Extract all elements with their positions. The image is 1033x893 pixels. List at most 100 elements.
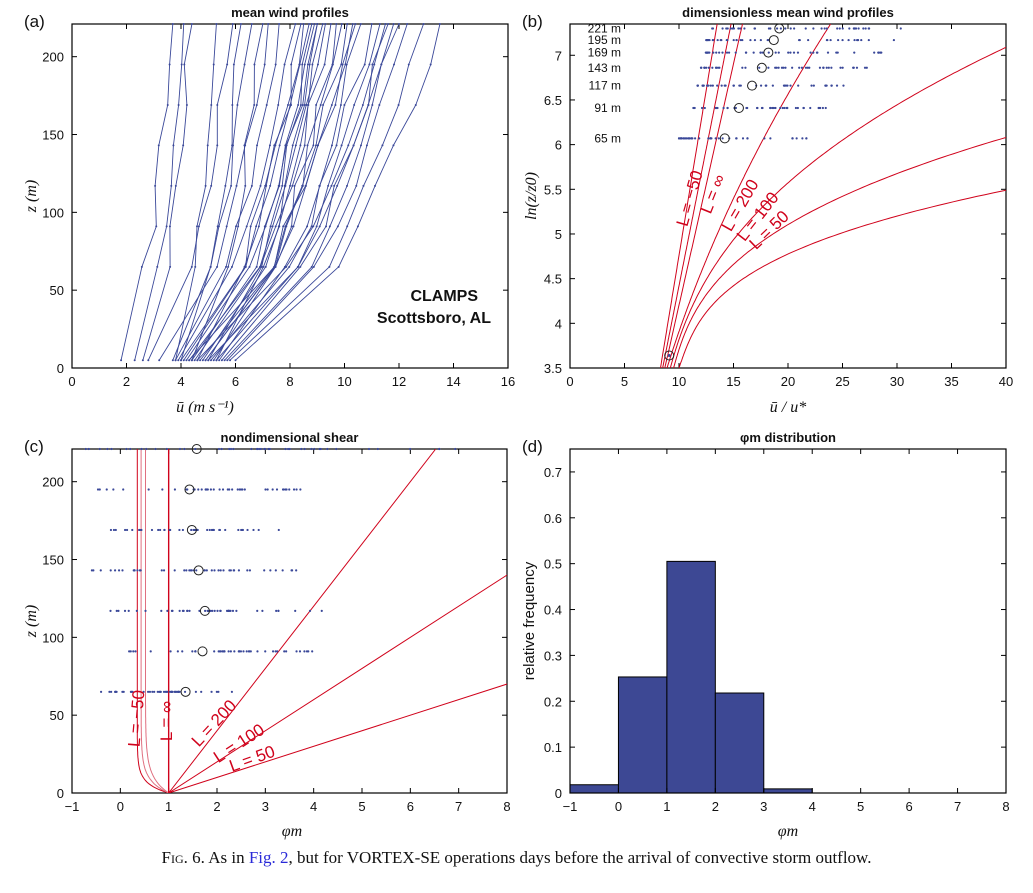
data-point — [791, 66, 794, 69]
profile-point — [307, 103, 310, 106]
data-point — [732, 38, 735, 42]
profile-point — [183, 63, 186, 66]
data-point — [767, 66, 770, 69]
data-point — [224, 528, 227, 532]
theory-curve — [664, 24, 744, 368]
profile-point — [210, 184, 213, 187]
data-point — [877, 51, 880, 54]
data-point — [335, 447, 338, 451]
data-point — [213, 569, 216, 572]
panel-label: (b) — [522, 12, 543, 31]
data-point — [712, 51, 715, 54]
profile-point — [290, 225, 293, 228]
data-point — [121, 690, 124, 693]
x-tick-label: 4 — [177, 374, 184, 389]
wind-profile-line — [213, 23, 337, 361]
data-point — [204, 609, 207, 612]
profile-point — [278, 23, 281, 25]
data-point — [794, 106, 798, 110]
profile-point — [268, 144, 271, 147]
data-point — [775, 27, 779, 30]
data-point — [178, 447, 182, 451]
data-point — [804, 27, 807, 30]
profile-point — [257, 225, 260, 228]
theory-curve — [666, 24, 832, 368]
data-point — [230, 690, 234, 693]
profile-point — [283, 63, 286, 66]
y-tick-label: 4 — [555, 316, 562, 331]
data-point — [256, 609, 259, 612]
profile-point — [290, 103, 293, 106]
data-point — [147, 488, 150, 491]
data-point — [782, 84, 786, 87]
data-point — [825, 38, 829, 42]
wind-profile-line — [202, 23, 324, 361]
profile-point — [299, 23, 302, 25]
data-point — [753, 38, 757, 42]
data-point — [112, 528, 116, 532]
data-point — [173, 488, 177, 491]
profile-point — [380, 63, 383, 66]
y-tick-label: 6.5 — [544, 93, 562, 108]
data-point — [864, 27, 867, 30]
data-point — [789, 84, 792, 87]
wind-profile-line — [210, 23, 373, 361]
data-point — [853, 38, 856, 42]
data-point — [170, 609, 174, 612]
data-point — [863, 66, 867, 69]
profile-point — [312, 144, 315, 147]
x-tick-label: 4 — [310, 799, 317, 814]
profile-point — [324, 23, 327, 25]
profile-point — [303, 63, 306, 66]
data-point — [109, 528, 113, 532]
data-point — [830, 84, 833, 87]
panel-d: −1 0 1 2 3 4 5 6 7 800.10.20.30.40.50.60.7(d) φm d… — [521, 430, 1010, 840]
profile-point — [230, 184, 233, 187]
profile-point — [303, 103, 306, 106]
data-point — [239, 650, 243, 653]
profile-point — [199, 359, 202, 362]
wind-profile-line — [207, 23, 400, 361]
profile-point — [154, 184, 157, 187]
data-point — [181, 609, 184, 612]
profile-point — [305, 103, 308, 106]
profile-point — [330, 103, 333, 106]
wind-profile-line — [197, 23, 386, 361]
data-point — [810, 84, 813, 87]
data-point — [148, 690, 152, 693]
y-tick-label: 50 — [50, 708, 64, 723]
data-point — [800, 66, 804, 69]
data-point — [173, 569, 176, 572]
profile-point — [285, 225, 288, 228]
profile-point — [359, 144, 362, 147]
data-point — [809, 51, 812, 54]
data-point — [862, 27, 865, 30]
data-point — [295, 488, 298, 491]
data-point — [783, 106, 786, 110]
data-point — [98, 447, 101, 451]
profile-point — [346, 184, 349, 187]
data-point — [792, 51, 796, 54]
profile-point — [155, 225, 158, 228]
data-point — [835, 84, 839, 87]
x-tick-label: 5 — [621, 374, 628, 389]
data-point — [305, 650, 309, 653]
profile-point — [253, 103, 256, 106]
data-point — [311, 650, 314, 653]
profile-point — [414, 103, 417, 106]
data-point — [716, 38, 719, 42]
profile-point — [168, 63, 171, 66]
profile-point — [223, 359, 226, 362]
data-point — [186, 488, 189, 491]
x-tick-label: 0 — [117, 799, 124, 814]
data-point — [753, 27, 756, 30]
data-point — [722, 106, 725, 110]
profile-point — [229, 359, 232, 362]
profile-point — [171, 359, 174, 362]
profile-point — [312, 225, 315, 228]
data-point — [249, 650, 252, 653]
profile-point — [315, 225, 318, 228]
caption-fig2-link[interactable]: Fig. 2 — [248, 848, 289, 867]
data-point — [142, 690, 145, 693]
data-point — [129, 447, 132, 451]
